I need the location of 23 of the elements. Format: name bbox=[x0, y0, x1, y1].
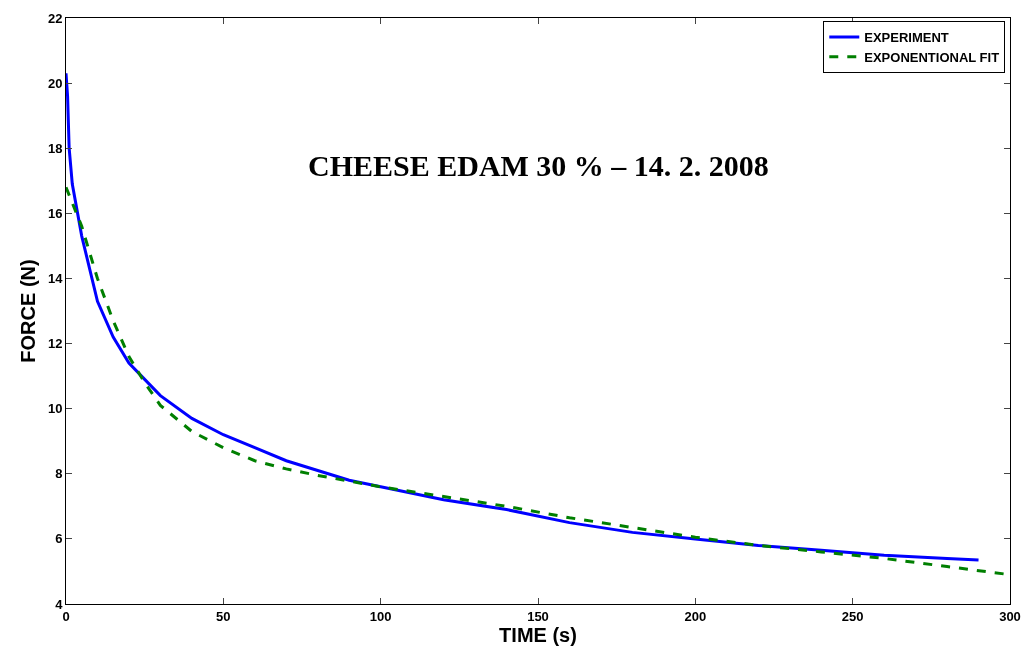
x-tick-label: 150 bbox=[527, 608, 549, 624]
y-tick-label: 22 bbox=[47, 10, 63, 26]
y-axis-title: FORCE (N) bbox=[17, 259, 40, 363]
y-tick-label: 12 bbox=[47, 336, 63, 352]
y-tick-label: 10 bbox=[47, 401, 63, 417]
y-tick-label: 16 bbox=[47, 205, 63, 221]
y-tick-label: 18 bbox=[47, 140, 63, 156]
x-tick-label: 250 bbox=[841, 608, 864, 624]
x-tick-label: 50 bbox=[216, 608, 231, 624]
legend-label: EXPONENTIONAL FIT bbox=[864, 49, 1000, 65]
y-tick-label: 20 bbox=[47, 75, 63, 91]
legend-label: EXPERIMENT bbox=[864, 29, 949, 45]
y-tick-label: 14 bbox=[47, 270, 64, 286]
y-tick-label: 4 bbox=[55, 596, 64, 612]
text: CHEESE EDAM 30 % – 14. 2. 2008 bbox=[308, 149, 769, 182]
x-axis-title: TIME (s) bbox=[499, 623, 577, 646]
line-series bbox=[66, 71, 981, 562]
y-tick-label: 6 bbox=[55, 531, 63, 547]
y-tick-label: 8 bbox=[55, 466, 63, 482]
x-tick-label: 200 bbox=[684, 608, 707, 624]
x-tick-label: 0 bbox=[62, 608, 70, 624]
x-tick-label: 100 bbox=[369, 608, 392, 624]
x-tick-label: 300 bbox=[999, 608, 1021, 624]
